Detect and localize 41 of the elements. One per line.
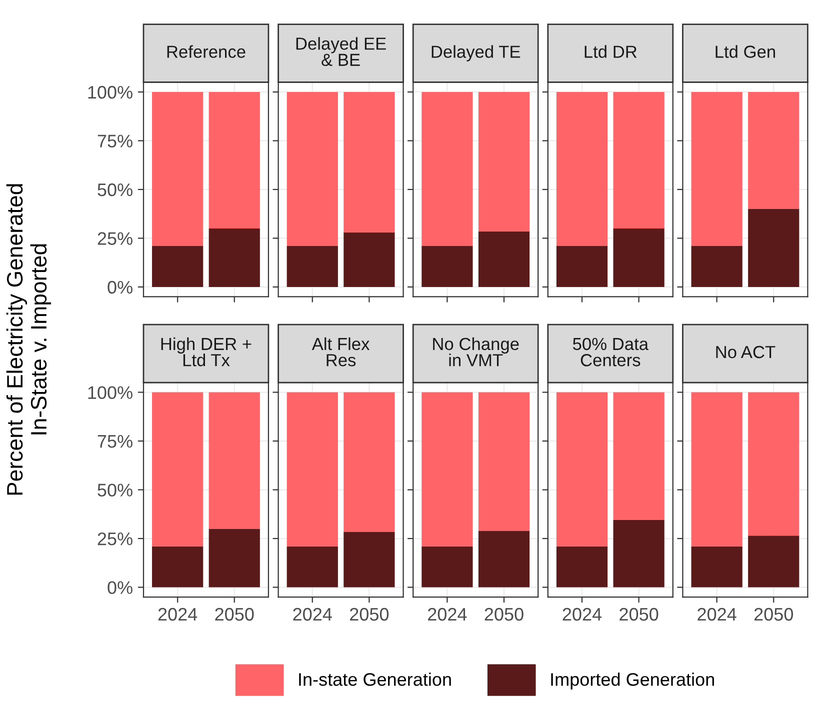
x-tick-label: 2024 [562,608,602,621]
chart-title: No Change in VMT [433,337,519,366]
y-tick-label: 50% [98,183,132,196]
chart-title: No ACT [716,346,776,358]
chart-title: Reference [167,45,246,58]
y-tick-label: 25% [98,232,132,245]
bar [208,392,260,529]
bar [152,546,204,588]
y-axis-title: Percent of Electricity Generated In-State v. Imported [6,184,52,495]
bar [152,92,204,246]
chart-title: Ltd Gen [716,45,775,58]
y-tick-label: 0% [108,581,132,594]
y-tick-label: 50% [98,484,132,496]
chart-title: Alt Flex Res [312,337,370,366]
legend-label: Imported Generation [551,672,714,690]
y-tick-label: 100% [88,86,132,99]
bar [208,528,260,588]
chart-title: Delayed EE & BE [296,37,386,66]
bar [152,392,204,546]
x-tick-label: 2050 [484,608,524,621]
y-tick-label: 0% [108,280,132,294]
x-tick-label: 2050 [215,608,254,621]
x-tick-label: 2024 [158,608,198,621]
x-tick-label: 2024 [698,608,736,621]
chart-title: Delayed TE [432,45,520,62]
y-tick-label: 75% [98,134,132,148]
chart-title: Ltd DR [584,45,637,58]
x-tick-label: 2024 [428,608,467,621]
bar [208,228,260,287]
bar [208,92,260,228]
x-tick-label: 2050 [754,608,793,621]
legend-label: In-state Generation [299,672,451,686]
y-tick-label: 25% [98,532,132,546]
chart-title: High DER + Ltd Tx [161,337,252,366]
x-tick-label: 2050 [350,608,389,621]
bar [152,246,204,287]
x-tick-label: 2024 [293,608,332,621]
x-tick-label: 2050 [620,608,658,621]
chart-title: 50% Data Centers [572,338,649,366]
y-tick-label: 75% [98,435,132,448]
y-tick-label: 100% [88,386,132,399]
